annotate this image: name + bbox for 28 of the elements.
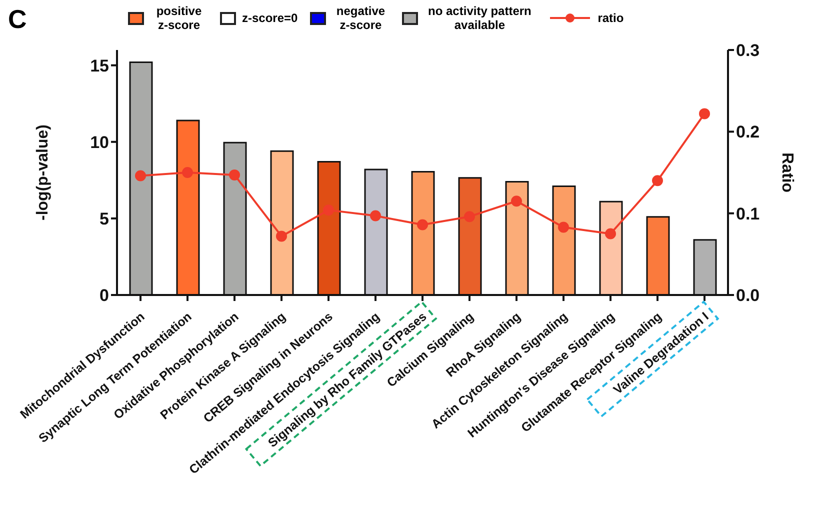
point bbox=[464, 211, 475, 222]
point bbox=[605, 228, 616, 240]
point bbox=[699, 108, 710, 120]
y-tick-label: 5 bbox=[100, 209, 109, 228]
y2-tick-label: 0.3 bbox=[736, 41, 760, 60]
y-tick-label: 10 bbox=[90, 132, 109, 152]
y-tick-label: 0 bbox=[100, 286, 109, 306]
point bbox=[276, 230, 287, 242]
legend-label: negative z-score bbox=[335, 4, 386, 32]
legend-label: no activity pattern available bbox=[427, 4, 532, 32]
y2-tick-label: 0.0 bbox=[736, 286, 760, 306]
point bbox=[229, 169, 240, 180]
point bbox=[511, 196, 522, 207]
y-axis-title: -log(p-value) bbox=[34, 124, 52, 220]
y2-tick-label: 0.2 bbox=[736, 122, 760, 142]
y2-tick-label: 0.1 bbox=[736, 204, 760, 224]
point bbox=[558, 222, 569, 233]
text: C bbox=[8, 4, 27, 35]
legend-label: z-score=0 bbox=[242, 11, 298, 25]
point bbox=[370, 210, 381, 222]
y2-axis-title: Ratio bbox=[778, 152, 796, 193]
y-tick-label: 15 bbox=[90, 56, 109, 76]
legend-label: positive z-score bbox=[155, 4, 203, 32]
legend-label: ratio bbox=[598, 11, 624, 25]
point bbox=[652, 175, 663, 186]
point bbox=[182, 167, 193, 178]
point bbox=[135, 170, 146, 182]
point bbox=[417, 219, 428, 230]
